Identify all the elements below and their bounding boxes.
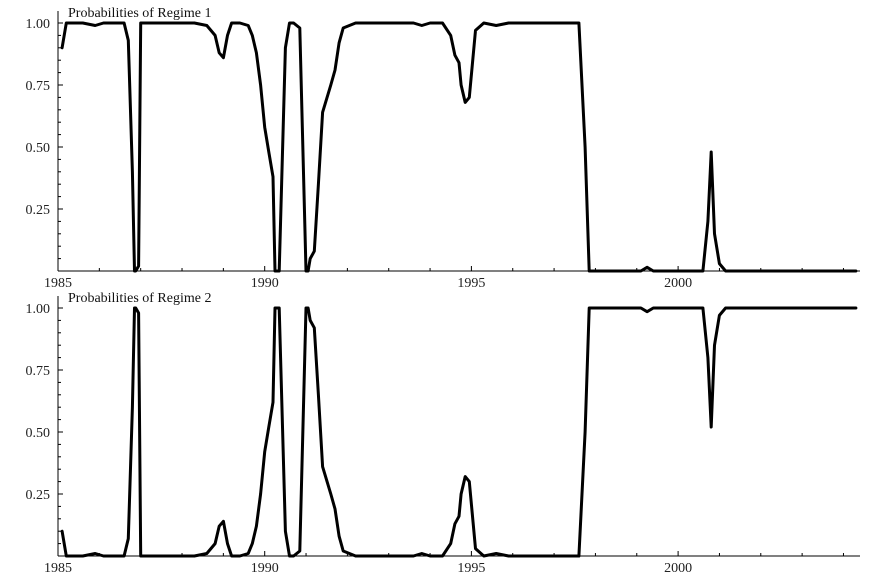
regime-1-y-tick-label: 1.00: [26, 17, 51, 32]
regime-1-probability-line: [60, 21, 858, 273]
regime-2-panel: 1985 1990 1995 2000 0.25 0.50 0.75 1.00 Probabil…: [26, 291, 860, 576]
regime-1-title: Probabilities of Regime 1: [68, 6, 211, 21]
regime-2-x-tick-label: 1990: [251, 561, 279, 576]
regime-1-y-tick-label: 0.75: [26, 79, 51, 94]
regime-1-x-tick-label: 2000: [664, 276, 692, 291]
regime-1-panel: 1985 1990 1995 2000 0.25 0.50 0.75 1.00 Probabil…: [26, 6, 860, 291]
regime-2-probability-line: [60, 306, 858, 558]
regime-1-x-tick-label: 1990: [251, 276, 279, 291]
regime-2-y-tick-label: 0.50: [26, 426, 51, 441]
regime-2-title: Probabilities of Regime 2: [68, 291, 211, 306]
regime-1-x-tick-label: 1985: [44, 276, 72, 291]
regime-2-x-tick-label: 1995: [457, 561, 485, 576]
regime-1-y-tick-label: 0.50: [26, 141, 51, 156]
regime-2-x-tick-label: 2000: [664, 561, 692, 576]
regime-1-y-tick-label: 0.25: [26, 203, 51, 218]
regime-2-y-tick-label: 1.00: [26, 302, 51, 317]
regime-2-y-tick-label: 0.25: [26, 488, 51, 503]
regime-2-x-tick-label: 1985: [44, 561, 72, 576]
regime-1-x-tick-label: 1995: [457, 276, 485, 291]
regime-2-y-tick-label: 0.75: [26, 364, 51, 379]
